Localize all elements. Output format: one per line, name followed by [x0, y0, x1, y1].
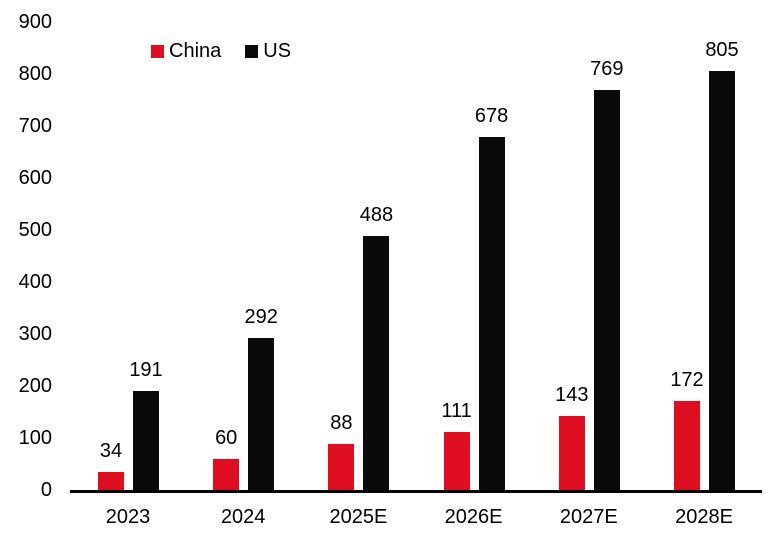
legend-swatch-us — [245, 44, 259, 58]
y-axis-tick-label: 100 — [18, 427, 52, 449]
x-axis-tick-label: 2023 — [105, 506, 151, 528]
y-axis-tick-label: 400 — [18, 271, 52, 293]
chart-legend: China US — [151, 40, 291, 62]
bar-value-label: 678 — [474, 105, 509, 128]
bar-us-2023 — [133, 390, 159, 490]
x-axis-tick-label: 2025E — [329, 506, 388, 528]
x-axis-tick-label: 2027E — [559, 506, 618, 528]
bar-value-label: 292 — [244, 306, 278, 329]
legend-item-us: US — [245, 40, 291, 62]
y-axis-tick-label: 300 — [18, 323, 52, 345]
bar-value-label: 34 — [99, 440, 123, 463]
y-axis-tick-label: 0 — [40, 479, 52, 501]
legend-label-us: US — [263, 40, 292, 62]
bar-china-2027e — [558, 415, 585, 490]
y-axis-tick-label: 500 — [18, 219, 52, 241]
legend-swatch-china — [151, 44, 164, 58]
y-axis-tick-label: 600 — [18, 167, 52, 189]
bar-china-2028e — [674, 400, 700, 490]
bar-china-2024 — [213, 458, 240, 490]
bar-value-label: 143 — [555, 383, 589, 406]
legend-item-china: China — [151, 40, 221, 62]
bar-value-label: 769 — [590, 58, 624, 81]
bar-us-2024 — [248, 338, 275, 490]
bar-value-label: 172 — [670, 368, 704, 391]
bar-us-2027e — [593, 90, 620, 490]
bar-china-2026e — [443, 432, 470, 490]
y-axis-tick-label: 700 — [18, 115, 52, 137]
bar-us-2025e — [363, 236, 390, 490]
bar-us-2026e — [478, 137, 505, 490]
legend-label-china: China — [169, 40, 222, 62]
bar-value-label: 191 — [129, 358, 163, 381]
bar-us-2028e — [709, 71, 735, 490]
bar-china-2023 — [98, 472, 124, 490]
bar-china-2025e — [328, 444, 355, 490]
x-axis-tick-label: 2028E — [675, 506, 733, 528]
y-axis-tick-label: 200 — [18, 375, 52, 397]
bar-value-label: 60 — [215, 426, 238, 449]
y-axis-tick-label: 800 — [18, 63, 52, 85]
x-axis-tick-label: 2024 — [220, 506, 266, 528]
bar-value-label: 111 — [441, 400, 472, 423]
x-axis-tick-label: 2026E — [444, 506, 503, 528]
y-axis-tick-label: 900 — [18, 11, 52, 33]
bar-value-label: 488 — [359, 204, 394, 227]
bar-value-label: 805 — [705, 39, 739, 62]
x-axis-line — [70, 490, 762, 493]
bar-value-label: 88 — [330, 412, 353, 435]
